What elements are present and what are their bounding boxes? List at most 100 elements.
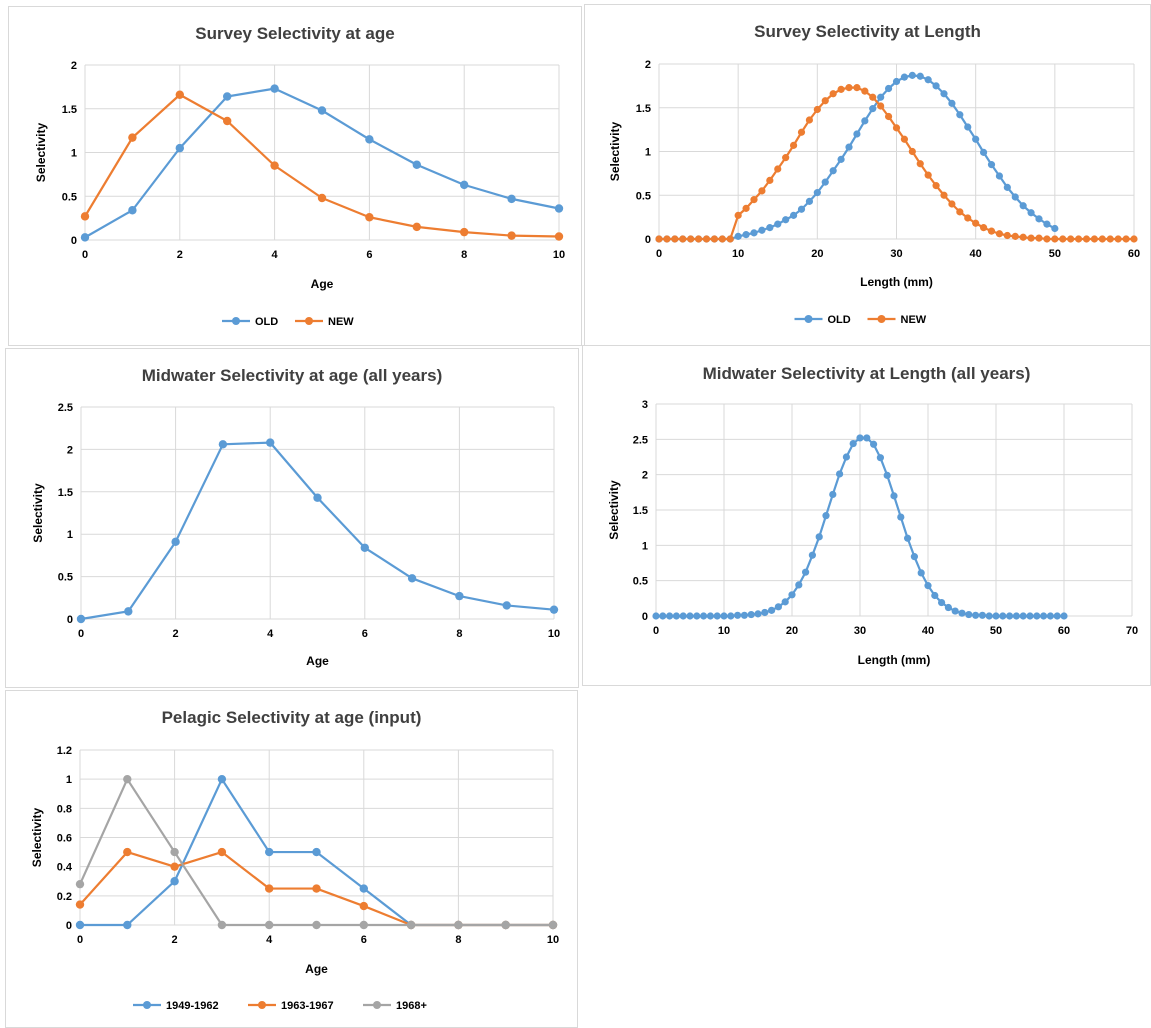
- data-point: [1130, 235, 1138, 243]
- legend-label: OLD: [255, 316, 278, 328]
- x-tick-label: 10: [718, 625, 730, 637]
- x-tick-label: 10: [553, 249, 565, 261]
- data-point: [679, 612, 687, 620]
- data-point: [312, 920, 321, 930]
- data-point: [501, 920, 510, 930]
- data-point: [931, 591, 939, 600]
- data-point: [266, 438, 275, 447]
- data-point: [1006, 612, 1014, 620]
- y-tick-label: 2.5: [633, 434, 648, 446]
- legend-marker: [232, 317, 240, 325]
- data-point: [270, 84, 279, 93]
- data-point: [1051, 224, 1059, 233]
- data-point: [821, 97, 829, 105]
- data-point: [932, 82, 940, 90]
- data-point: [924, 582, 932, 590]
- x-tick-label: 4: [266, 934, 273, 946]
- chart-title: Survey Selectivity at Length: [754, 22, 981, 41]
- data-point: [908, 147, 916, 156]
- data-point: [761, 608, 769, 617]
- x-axis-label: Length (mm): [858, 653, 931, 667]
- data-point: [360, 543, 369, 552]
- y-tick-label: 1: [642, 540, 648, 552]
- data-point: [726, 235, 734, 243]
- data-point: [1043, 235, 1051, 243]
- x-tick-label: 4: [272, 249, 279, 261]
- data-point: [789, 141, 798, 149]
- data-point: [861, 117, 869, 125]
- data-point: [924, 171, 932, 179]
- data-point: [1019, 202, 1027, 210]
- data-point: [917, 569, 925, 577]
- x-tick-label: 20: [786, 625, 798, 637]
- y-tick-label: 2: [645, 59, 651, 71]
- data-point: [795, 581, 803, 589]
- data-point: [979, 224, 988, 232]
- data-point: [80, 212, 90, 221]
- chart-panel-midwater-length: Midwater Selectivity at Length (all year…: [582, 345, 1151, 686]
- data-point: [1067, 235, 1075, 243]
- legend-marker: [305, 317, 313, 325]
- x-tick-label: 8: [455, 934, 461, 946]
- y-tick-label: 3: [642, 399, 648, 411]
- data-point: [734, 232, 742, 240]
- data-point: [1012, 612, 1020, 620]
- data-point: [123, 847, 132, 857]
- data-point: [869, 93, 877, 101]
- data-point: [218, 440, 228, 449]
- data-point: [845, 84, 853, 92]
- x-tick-label: 0: [77, 934, 83, 946]
- data-point: [805, 116, 814, 124]
- data-point: [837, 85, 845, 93]
- data-point: [128, 206, 137, 215]
- data-point: [128, 133, 137, 142]
- data-point: [1003, 231, 1011, 240]
- y-tick-label: 0: [66, 920, 72, 932]
- data-point: [265, 920, 274, 930]
- data-point: [223, 116, 232, 126]
- y-tick-label: 0.8: [57, 803, 72, 815]
- data-point: [995, 230, 1004, 238]
- y-tick-label: 0.5: [58, 572, 73, 584]
- data-point: [863, 434, 871, 442]
- legend-marker: [373, 1001, 381, 1009]
- data-point: [549, 605, 559, 614]
- data-point: [948, 99, 956, 107]
- data-point: [853, 84, 861, 92]
- data-point: [175, 90, 184, 99]
- data-point: [734, 611, 742, 619]
- data-point: [987, 227, 996, 235]
- data-point: [877, 102, 885, 110]
- x-tick-label: 2: [173, 628, 179, 640]
- data-point: [720, 612, 728, 620]
- data-point: [802, 568, 810, 576]
- data-point: [815, 533, 823, 541]
- y-tick-label: 0.6: [57, 833, 72, 845]
- x-tick-label: 60: [1058, 625, 1070, 637]
- data-point: [170, 877, 179, 886]
- y-tick-label: 0.5: [636, 190, 651, 202]
- data-point: [972, 611, 980, 619]
- legend-marker: [877, 315, 886, 323]
- legend-label: 1949-1962: [166, 1000, 219, 1012]
- y-axis-label: Selectivity: [30, 807, 44, 867]
- chart-survey-age: Survey Selectivity at age 0 0.5 1 1.5 2 0 2 4 6 8 1…: [34, 24, 565, 328]
- data-point: [460, 180, 469, 190]
- chart-panel-pelagic-age: Pelagic Selectivity at age (input) 0 0.2 0.…: [5, 690, 578, 1028]
- data-point: [507, 194, 516, 204]
- data-point: [1082, 235, 1091, 243]
- y-tick-label: 0.4: [57, 862, 73, 874]
- data-point: [958, 609, 966, 617]
- data-point: [655, 235, 663, 243]
- chart-panel-survey-age: Survey Selectivity at age 0 0.5 1 1.5 2 0 2 4 6 8 1…: [8, 6, 582, 346]
- data-point: [270, 161, 279, 170]
- x-tick-label: 60: [1128, 248, 1140, 260]
- data-point: [223, 92, 232, 101]
- data-point: [940, 90, 948, 98]
- data-point: [884, 112, 893, 121]
- data-point: [849, 439, 857, 448]
- data-point: [904, 534, 912, 542]
- data-point: [460, 227, 469, 237]
- data-point: [1106, 235, 1114, 243]
- data-point: [700, 612, 708, 620]
